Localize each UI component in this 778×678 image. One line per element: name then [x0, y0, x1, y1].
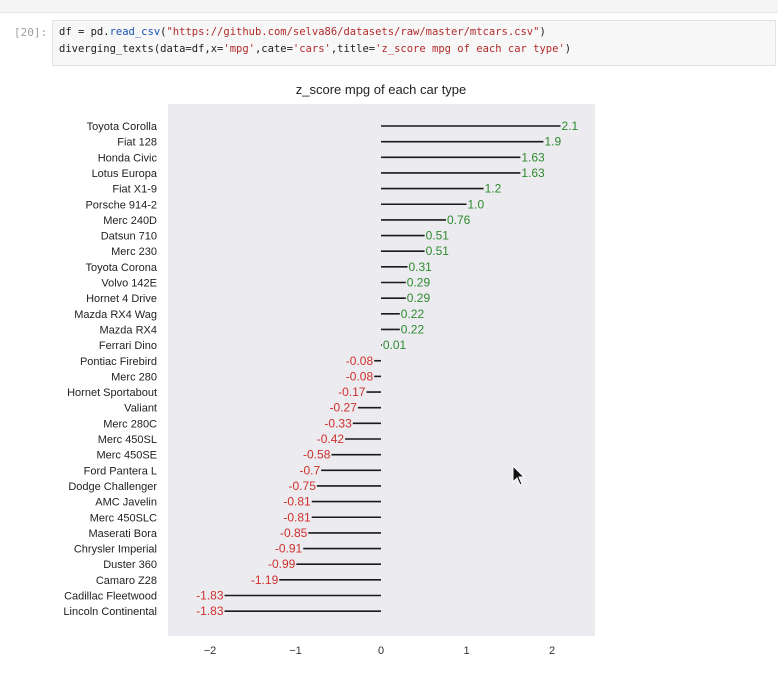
category-label: Mazda RX4 [100, 324, 157, 336]
value-label: 1.2 [485, 182, 502, 196]
category-label: Chrysler Imperial [74, 544, 157, 556]
category-label: Mazda RX4 Wag [74, 309, 157, 321]
code-token: read_csv [109, 26, 161, 38]
value-label: -1.83 [196, 589, 224, 603]
category-label: Lincoln Continental [63, 606, 157, 618]
category-label: Porsche 914-2 [85, 199, 157, 211]
cell-prompt: [20]: [14, 26, 48, 39]
code-token: ) [564, 43, 572, 55]
category-label: Pontiac Firebird [80, 356, 157, 368]
x-tick-label: 2 [549, 645, 555, 657]
value-label: 0.51 [426, 229, 450, 243]
code-line-1: df = pd.read_csv("https://github.com/sel… [59, 26, 546, 38]
category-label: Dodge Challenger [68, 481, 157, 493]
category-label: Ford Pantera L [84, 465, 157, 477]
value-label: 1.63 [521, 166, 545, 180]
code-cell[interactable]: [20]: df = pd.read_csv("https://github.c… [0, 18, 778, 68]
value-label: -0.91 [275, 542, 303, 556]
value-label: 0.51 [426, 244, 450, 258]
code-line-2: diverging_texts(data=df,x='mpg',cate='ca… [59, 43, 571, 55]
value-label: -0.7 [299, 463, 320, 477]
x-tick-label: −2 [204, 645, 217, 657]
category-label: Fiat 128 [117, 137, 157, 149]
category-label: Camaro Z28 [96, 575, 157, 587]
value-label: 0.29 [407, 291, 431, 305]
category-label: Hornet 4 Drive [86, 293, 157, 305]
notebook-top-strip [0, 0, 778, 13]
category-label: Merc 450SL [98, 434, 157, 446]
value-label: -0.99 [268, 557, 296, 571]
value-label: -0.81 [283, 495, 311, 509]
category-label: Volvo 142E [101, 278, 157, 290]
value-label: 1.9 [544, 135, 561, 149]
code-token: ,cate= [254, 43, 293, 55]
value-label: 0.01 [383, 338, 407, 352]
diverging-chart: z_score mpg of each car type Toyota Coro… [63, 82, 595, 657]
value-label: -0.08 [346, 369, 374, 383]
category-label: Merc 450SLC [90, 512, 157, 524]
plot-area [168, 104, 595, 636]
mouse-cursor-icon [512, 465, 526, 486]
value-label: 1.0 [468, 197, 485, 211]
code-token: diverging_texts(data=df,x= [59, 43, 224, 55]
category-label: Ferrari Dino [99, 340, 157, 352]
category-label: Cadillac Fleetwood [64, 591, 157, 603]
code-token: "https://github.com/selva86/datasets/raw… [166, 26, 540, 38]
category-label: Valiant [124, 403, 157, 415]
category-label: Toyota Corona [85, 262, 157, 274]
value-label: 0.76 [447, 213, 471, 227]
category-label: AMC Javelin [95, 497, 157, 509]
value-label: -0.85 [280, 526, 308, 540]
cell-output: z_score mpg of each car type Toyota Coro… [0, 72, 778, 674]
category-label: Toyota Corolla [87, 121, 158, 133]
category-label: Lotus Europa [92, 168, 158, 180]
code-token: ) [539, 26, 546, 38]
category-label: Maserati Bora [89, 528, 158, 540]
value-label: -0.08 [346, 354, 374, 368]
code-token: df = pd. [59, 26, 110, 38]
code-token: 'mpg' [223, 43, 255, 55]
category-label: Merc 230 [111, 246, 157, 258]
x-tick-label: 1 [463, 645, 469, 657]
value-label: 0.29 [407, 276, 431, 290]
code-editor[interactable]: df = pd.read_csv("https://github.com/sel… [52, 20, 776, 66]
category-label: Duster 360 [103, 559, 157, 571]
value-label: -0.27 [330, 401, 358, 415]
category-label: Datsun 710 [101, 231, 157, 243]
x-tick-label: 0 [378, 645, 384, 657]
code-token: ( [160, 26, 167, 38]
value-label: 2.1 [562, 119, 579, 133]
value-label: 0.31 [409, 260, 433, 274]
category-label: Merc 280 [111, 371, 157, 383]
value-label: 0.22 [401, 322, 425, 336]
value-label: -1.83 [196, 604, 224, 618]
code-token: 'z_score mpg of each car type' [375, 43, 565, 55]
value-label: 1.63 [521, 150, 545, 164]
value-label: -0.58 [303, 448, 331, 462]
value-label: -0.81 [283, 510, 311, 524]
code-token: 'cars' [292, 43, 331, 55]
category-label: Merc 280C [103, 418, 157, 430]
x-tick-label: −1 [289, 645, 302, 657]
value-label: -0.17 [338, 385, 366, 399]
category-label: Merc 450SE [96, 450, 157, 462]
category-label: Fiat X1-9 [112, 184, 157, 196]
value-label: -0.33 [324, 416, 352, 430]
category-label: Merc 240D [103, 215, 157, 227]
code-token: ,title= [330, 43, 376, 55]
value-label: -1.19 [251, 573, 279, 587]
category-label: Honda Civic [98, 152, 158, 164]
category-label: Hornet Sportabout [67, 387, 157, 399]
value-label: -0.42 [317, 432, 345, 446]
value-label: -0.75 [289, 479, 317, 493]
value-label: 0.22 [401, 307, 425, 321]
chart-title: z_score mpg of each car type [296, 82, 467, 97]
